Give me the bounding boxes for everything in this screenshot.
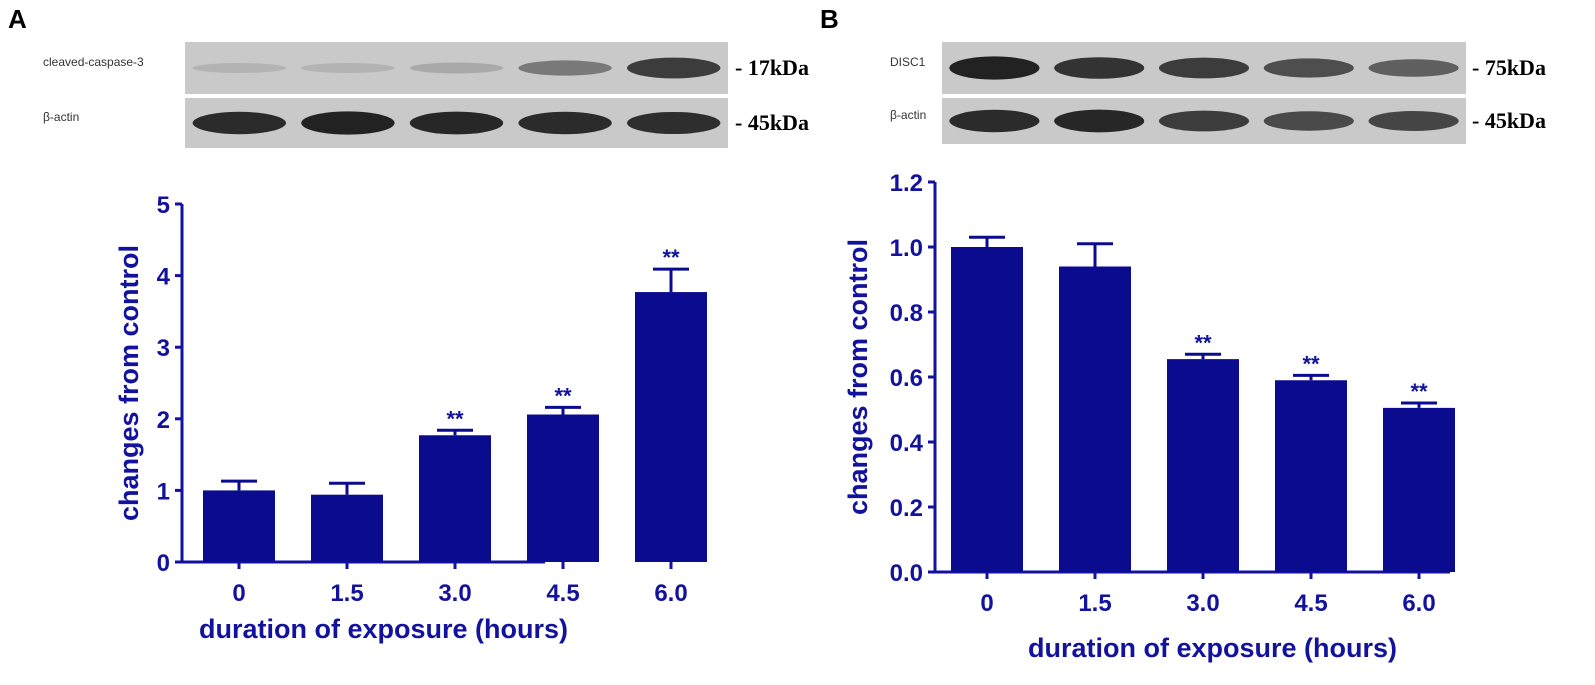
blot-band — [518, 60, 612, 76]
blot-band — [301, 63, 395, 73]
significance-mark-3: ** — [1302, 351, 1320, 376]
y-axis-title: changes from control — [843, 239, 873, 515]
blot-band — [409, 62, 504, 74]
x-axis-title: duration of exposure (hours) — [199, 614, 568, 644]
blot-strip-0 — [185, 42, 728, 94]
bar-0 — [203, 490, 275, 562]
y-tick-label: 0.0 — [890, 560, 923, 587]
x-tick-label: 4.5 — [1294, 590, 1327, 617]
blot-band — [192, 63, 286, 73]
significance-mark-2: ** — [1194, 330, 1212, 355]
y-tick-label: 4 — [157, 264, 171, 291]
y-tick-label: 0 — [157, 550, 170, 577]
blot-strip-1 — [185, 98, 728, 148]
significance-mark-2: ** — [446, 406, 464, 431]
panel-b-letter: B — [820, 4, 839, 34]
x-tick-label: 4.5 — [546, 580, 579, 607]
bar-4 — [1383, 407, 1455, 572]
y-axis-title: changes from control — [114, 245, 144, 521]
blot-band — [518, 111, 612, 135]
blot-row-label: β-actin — [43, 110, 79, 124]
y-tick-label: 0.6 — [890, 365, 923, 392]
blot-band — [1368, 59, 1459, 77]
blot-band — [627, 111, 721, 135]
blot-band — [1158, 57, 1250, 79]
blot-row-label: DISC1 — [890, 55, 926, 69]
x-tick-label: 0 — [980, 590, 993, 617]
y-tick-label: 0.2 — [890, 495, 923, 522]
bar-4 — [635, 292, 707, 562]
y-tick-label: 1.2 — [890, 170, 923, 197]
x-tick-label: 6.0 — [654, 580, 687, 607]
blot-band — [949, 109, 1040, 133]
significance-mark-4: ** — [662, 245, 680, 270]
y-tick-label: 5 — [157, 192, 170, 219]
x-axis-title: duration of exposure (hours) — [1028, 633, 1397, 663]
kda-marker: - 45kDa — [1472, 108, 1546, 133]
y-tick-label: 1.0 — [890, 235, 923, 262]
blot-band — [192, 111, 286, 135]
blot-band — [949, 56, 1040, 80]
blot-band — [1263, 58, 1354, 78]
blot-band — [1368, 111, 1459, 131]
x-tick-label: 6.0 — [1402, 590, 1435, 617]
bar-2 — [1167, 359, 1239, 572]
blot-row-label: β-actin — [890, 108, 926, 122]
kda-marker: - 45kDa — [735, 110, 809, 135]
x-tick-label: 0 — [232, 580, 245, 607]
y-tick-label: 2 — [157, 407, 170, 434]
panel-b: DISC1 - 75kDa β-actin - 45kDa 0.0 0.2 0.4 0.6 0.… — [843, 42, 1546, 663]
significance-mark-4: ** — [1410, 379, 1428, 404]
blot-strip-1 — [942, 98, 1466, 144]
x-tick-label: 1.5 — [330, 580, 363, 607]
y-tick-label: 0.8 — [890, 300, 923, 327]
blot-row-label: cleaved-caspase-3 — [43, 55, 144, 69]
blot-band — [1054, 57, 1145, 79]
bar-3 — [1275, 380, 1347, 572]
panel-a-letter: A — [8, 4, 27, 34]
blot-band — [1054, 109, 1145, 133]
bar-1 — [311, 494, 383, 562]
x-tick-label: 3.0 — [1186, 590, 1219, 617]
significance-mark-3: ** — [554, 383, 572, 408]
y-tick-label: 1 — [157, 478, 170, 505]
bar-2 — [419, 435, 491, 562]
blot-strip-0 — [942, 42, 1466, 94]
blot-band — [409, 111, 504, 135]
bar-3 — [527, 414, 599, 562]
blot-band — [627, 57, 721, 79]
blot-band — [1263, 111, 1354, 131]
panel-a: cleaved-caspase-3 - 17kDa β-actin - 45kDa 0 1… — [43, 42, 809, 644]
kda-marker: - 75kDa — [1472, 55, 1546, 80]
y-tick-label: 0.4 — [890, 430, 924, 457]
y-tick-label: 3 — [157, 335, 170, 362]
blot-band — [301, 111, 395, 135]
bar-0 — [951, 247, 1023, 572]
kda-marker: - 17kDa — [735, 55, 809, 80]
blot-band — [1158, 110, 1250, 132]
x-tick-label: 1.5 — [1078, 590, 1111, 617]
bar-1 — [1059, 266, 1131, 572]
x-tick-label: 3.0 — [438, 580, 471, 607]
